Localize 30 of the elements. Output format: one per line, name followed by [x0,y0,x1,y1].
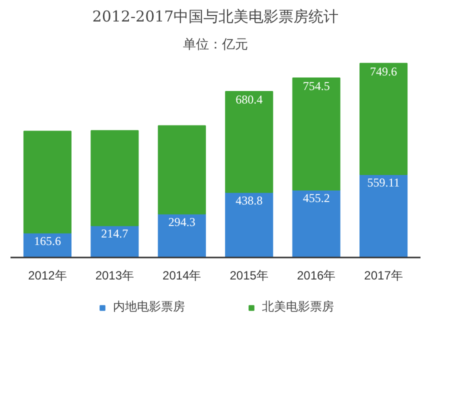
data-label: 214.7 [101,226,128,241]
bar [292,78,340,190]
bar [90,130,139,226]
x-tick-label: 2016年 [296,268,336,282]
legend-label: 北美电影票房 [262,298,334,316]
data-label: 559.11 [367,176,400,190]
bar [225,192,274,258]
bar [360,62,408,176]
data-label: 438.8 [236,193,263,208]
chart-subtitle: 单位：亿元 [183,38,248,52]
bar [360,174,408,258]
data-label: 754.5 [302,79,330,94]
data-label: 680.4 [236,92,263,106]
bar [292,189,340,258]
bar [225,90,274,193]
legend-label: 内地电影票房 [113,298,185,316]
bar [158,213,206,258]
data-label: 749.6 [370,64,398,78]
data-label: 455.2 [302,190,330,205]
x-tick-label: 2012年 [28,268,67,282]
x-tick-label: 2015年 [230,268,268,282]
data-label: 294.3 [168,214,196,229]
bar [90,225,139,258]
x-tick-label: 2014年 [162,268,202,282]
data-label: 165.6 [34,234,61,248]
x-tick-label: 2017年 [364,268,403,282]
bar [23,130,72,234]
x-tick-label: 2013年 [95,268,134,282]
chart-title: 2012-2017中国与北美电影票房统计 [92,8,339,26]
bar [158,125,206,214]
